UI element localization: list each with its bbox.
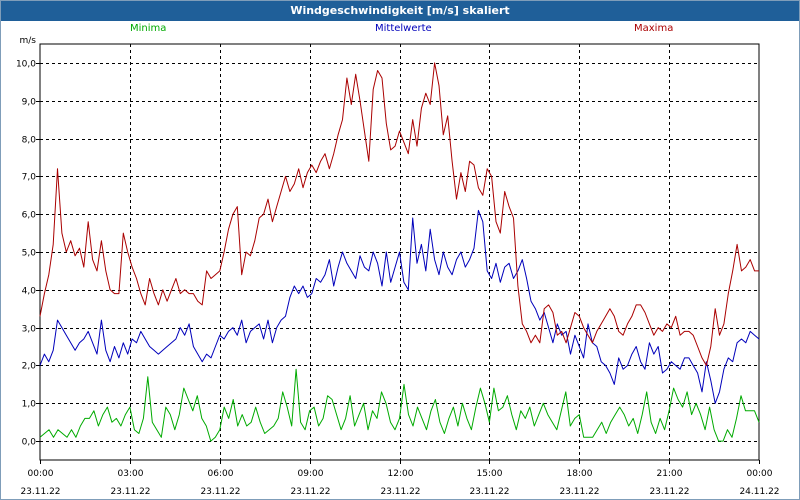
legend-minima: Minima: [130, 23, 167, 34]
x-tick-time-label: 15:00: [477, 469, 503, 479]
x-tick-time-label: 21:00: [657, 469, 683, 479]
y-tick-label: 2,0: [22, 362, 37, 372]
y-tick-label: 4,0: [22, 287, 37, 297]
window-title: Windgeschwindigkeit [m/s] skaliert: [1, 1, 799, 21]
maxima-series-line: [39, 62, 759, 366]
x-tick-time-label: 03:00: [118, 469, 144, 479]
x-tick-time-label: 18:00: [567, 469, 593, 479]
x-tick-time-label: 09:00: [298, 469, 324, 479]
x-tick-date-label: 23.11.22: [649, 487, 689, 497]
x-tick-time-label: 00:00: [747, 469, 773, 479]
x-tick-date-label: 23.11.22: [200, 487, 240, 497]
legend-maxima: Maxima: [634, 23, 674, 34]
y-tick-label: 6,0: [22, 211, 37, 221]
mittelwerte-series-line: [39, 209, 760, 404]
y-tick-label: 9,0: [22, 98, 37, 108]
x-tick-date-label: 23.11.22: [110, 487, 150, 497]
legend-mittelwerte: Mittelwerte: [375, 23, 432, 34]
minima-series-line: [39, 368, 760, 442]
x-tick-date-label: 24.11.22: [739, 487, 779, 497]
y-tick-label: 8,0: [22, 136, 37, 146]
y-axis-label: m/s: [20, 36, 37, 46]
x-tick-date-label: 23.11.22: [469, 487, 509, 497]
y-tick-label: 7,0: [22, 173, 37, 183]
x-tick-date-label: 23.11.22: [20, 487, 60, 497]
x-tick-time-label: 00:00: [28, 469, 54, 479]
x-tick-date-label: 23.11.22: [380, 487, 420, 497]
x-tick-time-label: 12:00: [388, 469, 414, 479]
y-tick-label: 0,0: [22, 438, 37, 448]
y-tick-label: 1,0: [22, 400, 37, 410]
x-tick-date-label: 23.11.22: [290, 487, 330, 497]
x-tick-time-label: 06:00: [208, 469, 234, 479]
y-tick-label: 3,0: [22, 325, 37, 335]
y-tick-label: 10,0: [16, 60, 36, 70]
y-tick-label: 5,0: [22, 249, 37, 259]
x-tick-date-label: 23.11.22: [559, 487, 599, 497]
